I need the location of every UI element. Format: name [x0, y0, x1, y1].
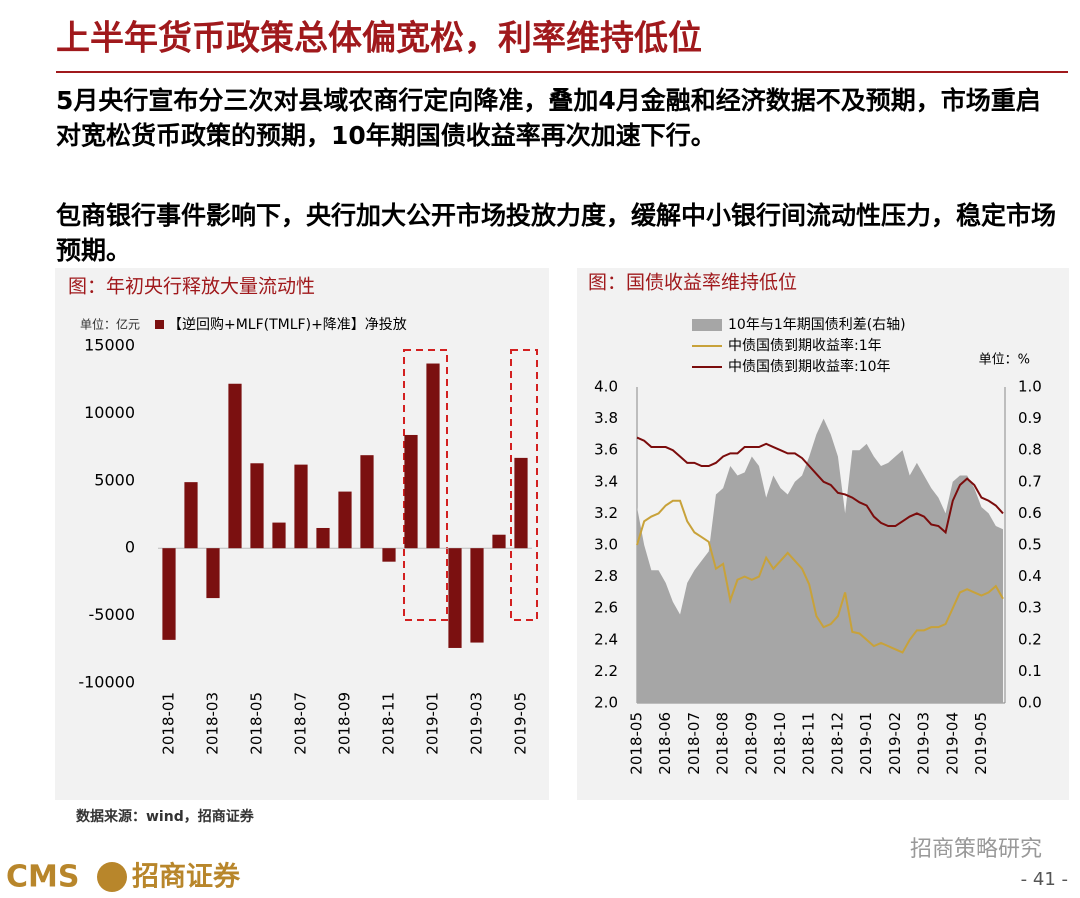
- bar: [492, 534, 506, 549]
- y-tick-label: 2.4: [594, 630, 618, 648]
- logo-icon: [97, 862, 127, 892]
- x-tick-label: 2019-03: [468, 692, 486, 755]
- y-tick-label: 5000: [94, 470, 135, 489]
- x-tick-label: 2019-03: [915, 712, 933, 775]
- bar: [338, 491, 352, 549]
- bar: [360, 455, 374, 549]
- y-tick-label: 3.0: [594, 536, 618, 554]
- bar: [316, 527, 330, 549]
- x-tick-label: 2019-01: [857, 712, 875, 775]
- bar: [162, 548, 176, 640]
- logo: CMS: [6, 860, 79, 895]
- y-tick-label: -10000: [78, 673, 135, 692]
- bar: [184, 482, 198, 549]
- highlight-box: [510, 349, 538, 621]
- x-tick-label: 2018-11: [380, 692, 398, 755]
- y2-tick-label: 0.2: [1018, 630, 1042, 648]
- legend-label: 中债国债到期收益率:10年: [728, 358, 891, 375]
- legend-label: 【逆回购+MLF(TMLF)+降准】净投放: [168, 317, 407, 333]
- y-tick-label: 3.4: [594, 472, 618, 490]
- y-tick-label: 2.2: [594, 662, 618, 680]
- x-tick-label: 2018-12: [828, 712, 846, 775]
- bar: [426, 363, 440, 549]
- bar: [228, 383, 242, 549]
- paragraph: 5月央行宣布分三次对县域农商行定向降准，叠加4月金融和经济数据不及预期，市场重启…: [56, 86, 1041, 150]
- x-tick-label: 2019-05: [512, 692, 530, 755]
- x-tick-label: 2018-06: [656, 712, 674, 775]
- bar: [404, 434, 418, 549]
- x-tick-label: 2018-09: [742, 712, 760, 775]
- x-tick-label: 2018-05: [628, 712, 646, 775]
- chart-title: 图：国债收益率维持低位: [588, 272, 797, 294]
- y-tick-label: 0: [125, 538, 135, 557]
- bar: [206, 548, 220, 599]
- y-tick-label: 4.0: [594, 378, 618, 396]
- line: [636, 499, 1004, 654]
- page-number: - 41 -: [1021, 869, 1068, 890]
- bar: [448, 548, 462, 648]
- y2-tick-label: 0.5: [1018, 536, 1042, 554]
- x-tick-label: 2018-07: [292, 692, 310, 755]
- y2-tick-label: 0.4: [1018, 567, 1042, 585]
- legend-swatch: [155, 320, 164, 329]
- x-tick-label: 2018-09: [336, 692, 354, 755]
- watermark: 招商策略研究: [910, 837, 1042, 862]
- x-tick-label: 2018-08: [714, 712, 732, 775]
- y2-tick-label: 0.3: [1018, 599, 1042, 617]
- y2-tick-label: 1.0: [1018, 378, 1042, 396]
- x-tick-label: 2019-01: [424, 692, 442, 755]
- y2-tick-label: 0.0: [1018, 694, 1042, 712]
- y2-tick-label: 0.9: [1018, 409, 1042, 427]
- x-tick-label: 2018-10: [771, 712, 789, 775]
- paragraph: 包商银行事件影响下，央行加大公开市场投放力度，缓解中小银行间流动性压力，稳定市场…: [56, 201, 1057, 265]
- bar: [470, 548, 484, 643]
- bar: [272, 522, 286, 549]
- x-tick-label: 2019-02: [886, 712, 904, 775]
- x-tick-label: 2018-01: [160, 692, 178, 755]
- bar: [514, 457, 528, 549]
- y2-tick-label: 0.1: [1018, 662, 1042, 680]
- line: [636, 436, 1004, 535]
- y2-tick-label: 0.7: [1018, 472, 1042, 490]
- y-tick-label: 3.6: [594, 441, 618, 459]
- x-tick-label: 2018-05: [248, 692, 266, 755]
- y2-tick-label: 0.8: [1018, 441, 1042, 459]
- x-tick-label: 2019-04: [943, 712, 961, 775]
- bar: [250, 463, 264, 549]
- bar: [382, 548, 396, 562]
- legend-label: 中债国债到期收益率:1年: [728, 337, 882, 354]
- y-tick-label: 3.2: [594, 504, 618, 522]
- y-tick-label: -5000: [89, 605, 136, 624]
- x-tick-label: 2018-03: [204, 692, 222, 755]
- unit: 单位：亿元: [80, 317, 140, 332]
- y-tick-label: 15000: [84, 336, 135, 355]
- x-tick-label: 2018-07: [685, 712, 703, 775]
- bar: [294, 464, 308, 549]
- y-tick-label: 3.8: [594, 409, 618, 427]
- legend-label: 10年与1年期国债利差(右轴): [728, 317, 906, 333]
- legend-swatch: [692, 319, 722, 331]
- x-tick-label: 2019-05: [972, 712, 990, 775]
- y2-tick-label: 0.6: [1018, 504, 1042, 522]
- x-tick-label: 2018-11: [800, 712, 818, 775]
- area: [637, 418, 1003, 703]
- unit: 单位：%: [979, 353, 1030, 368]
- company: 招商证券: [132, 861, 241, 893]
- slide-title: 上半年货币政策总体偏宽松，利率维持低位: [56, 19, 702, 59]
- y-tick-label: 10000: [84, 403, 135, 422]
- y-tick-label: 2.8: [594, 567, 618, 585]
- chart-title: 图：年初央行释放大量流动性: [68, 276, 315, 298]
- source: 数据来源：wind，招商证券: [76, 808, 255, 825]
- y-tick-label: 2.0: [594, 694, 618, 712]
- y-tick-label: 2.6: [594, 599, 618, 617]
